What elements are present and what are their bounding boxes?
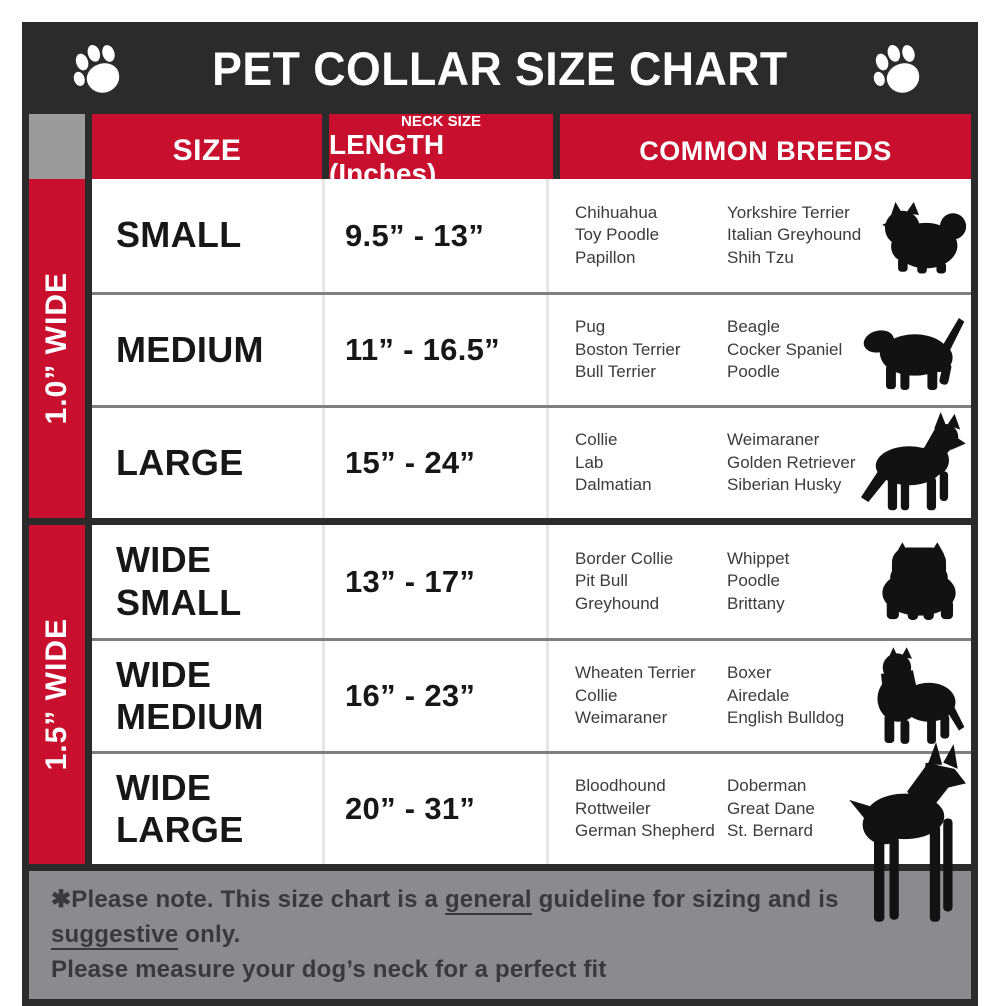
neck-size-label: LENGTH (Inches): [329, 128, 445, 190]
table-row-wide-large: WIDE LARGE 20” - 31” Bloodhound Rottweil…: [92, 742, 971, 922]
shepherd-silhouette-icon: [860, 412, 966, 511]
breed-name: Rottweiler: [575, 798, 651, 818]
column-header-neck-size: NECK SIZE LENGTH (Inches): [329, 114, 553, 189]
breed-name: Dalmatian: [575, 475, 652, 495]
underlined-word: suggestive: [51, 920, 179, 950]
table-row-medium: MEDIUM 11” - 16.5” Pug Boston Terrier Bu…: [92, 292, 971, 405]
breed-name: Bull Terrier: [575, 362, 656, 382]
breed-name: Great Dane: [727, 798, 815, 818]
breed-name: Chihuahua: [575, 202, 658, 222]
corner-cell: [29, 114, 85, 189]
breed-name: Whippet: [727, 548, 790, 568]
bulldog-silhouette-icon: [882, 541, 956, 620]
table-row-small: SMALL 9.5” - 13” Chihuahua Toy Poodle Pa…: [92, 179, 971, 292]
breed-name: Cocker Spaniel: [727, 339, 843, 359]
title-bar: PET COLLAR SIZE CHART: [29, 22, 971, 114]
doberman-silhouette-icon: [849, 742, 966, 922]
breed-name: Yorkshire Terrier: [727, 202, 850, 222]
breed-name: Collie: [575, 430, 618, 450]
neck-range: 15” - 24”: [322, 408, 546, 518]
breed-name: Boxer: [727, 663, 772, 683]
size-label: LARGE: [116, 441, 244, 483]
footer-note-line2: Please measure your dog’s neck for a per…: [51, 955, 607, 983]
breed-name: English Bulldog: [727, 708, 845, 728]
size-label: MEDIUM: [116, 328, 264, 370]
size-label: WIDE LARGE: [116, 766, 244, 850]
breed-name: Border Collie: [575, 548, 674, 568]
breed-name: Golden Retriever: [727, 452, 856, 472]
neck-range: 20” - 31”: [322, 754, 546, 864]
breed-name: Papillon: [575, 247, 636, 267]
breed-name: Beagle: [727, 317, 780, 337]
breed-name: Weimaraner: [727, 430, 820, 450]
neck-range: 9.5” - 13”: [322, 179, 546, 292]
breed-name: Shih Tzu: [727, 247, 794, 267]
band-group-1-5-inch: 1.5” WIDE WIDE SMALL 13” - 17” Border Co…: [29, 525, 971, 922]
table-row-wide-small: WIDE SMALL 13” - 17” Border Collie Pit B…: [92, 525, 971, 638]
band-label-1-5-inch: 1.5” WIDE: [29, 525, 85, 864]
breed-name: Brittany: [727, 593, 785, 613]
column-header-common-breeds: COMMON BREEDS: [560, 114, 971, 189]
breed-name: Pug: [575, 317, 606, 337]
chart-frame: PET COLLAR SIZE CHART SIZE NECK SIZE LEN…: [22, 22, 978, 1006]
breed-name: Doberman: [727, 776, 807, 796]
breed-name: Pit Bull: [575, 571, 628, 591]
breed-name: Collie: [575, 685, 618, 705]
breed-name: St. Bernard: [727, 821, 813, 841]
table-row-large: LARGE 15” - 24” Collie Lab Dalmatian Wei…: [92, 405, 971, 518]
breed-name: Toy Poodle: [575, 225, 660, 245]
column-header-size: SIZE: [92, 114, 322, 189]
breed-name: Siberian Husky: [727, 475, 842, 495]
neck-range: 16” - 23”: [322, 641, 546, 751]
underlined-word: general: [444, 886, 532, 915]
beagle-silhouette-icon: [863, 318, 965, 391]
page-title: PET COLLAR SIZE CHART: [212, 41, 788, 95]
neck-range: 13” - 17”: [322, 525, 546, 638]
breed-name: German Shepherd: [575, 821, 715, 841]
breed-name: Boston Terrier: [575, 339, 681, 359]
paw-icon: [873, 44, 920, 93]
breed-name: Lab: [575, 452, 604, 472]
size-label: SMALL: [116, 214, 242, 256]
neck-size-sublabel: NECK SIZE: [400, 113, 481, 130]
breed-name: Bloodhound: [575, 776, 666, 796]
breed-name: Greyhound: [575, 593, 660, 613]
breed-name: Airedale: [727, 685, 790, 705]
size-label: WIDE MEDIUM: [116, 653, 264, 737]
paw-icon: [73, 44, 120, 93]
table-row-wide-medium: WIDE MEDIUM 16” - 23” Wheaten Terrier Co…: [92, 638, 971, 751]
breed-name: Poodle: [727, 571, 780, 591]
size-label: WIDE SMALL: [116, 539, 242, 623]
footer-note-line1: ✱Please note. This size chart is a gener…: [51, 886, 839, 950]
breed-name: Italian Greyhound: [727, 225, 862, 245]
breed-name: Wheaten Terrier: [575, 663, 696, 683]
pitbull-silhouette-icon: [877, 647, 965, 744]
breed-name: Weimaraner: [575, 708, 668, 728]
table-header-row: SIZE NECK SIZE LENGTH (Inches) COMMON BR…: [29, 114, 971, 189]
neck-range: 11” - 16.5”: [322, 295, 546, 405]
footer-note: ✱Please note. This size chart is a gener…: [29, 871, 971, 1000]
pomeranian-silhouette-icon: [882, 201, 967, 274]
band-label-1-inch: 1.0” WIDE: [29, 179, 85, 518]
band-group-1-inch: 1.0” WIDE SMALL 9.5” - 13” Chihuahua Toy…: [29, 179, 971, 518]
breed-name: Poodle: [727, 362, 780, 382]
